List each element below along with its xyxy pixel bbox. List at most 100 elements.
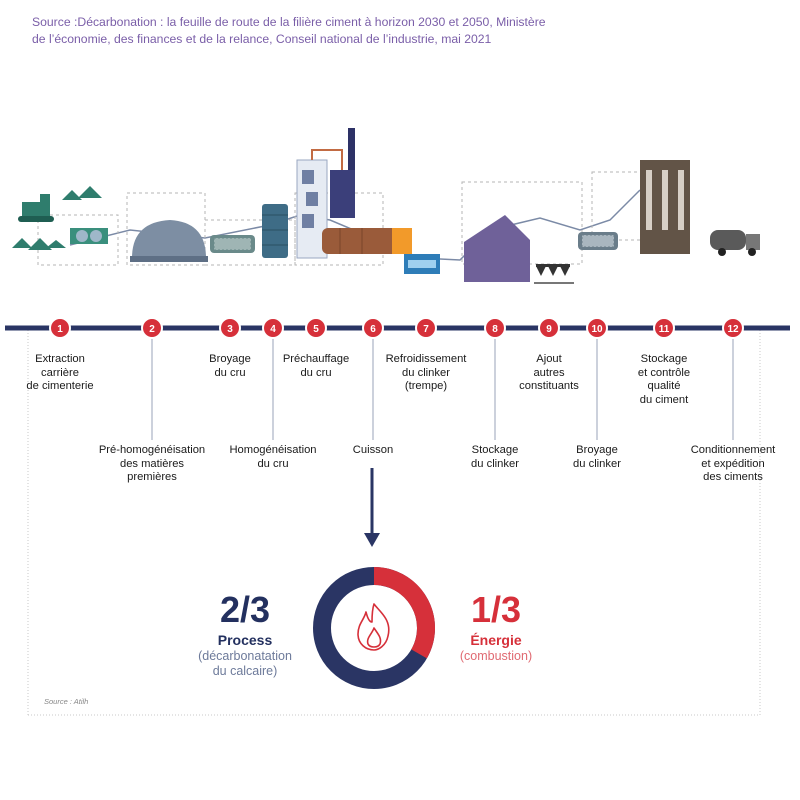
additives-hoppers-icon	[534, 264, 574, 284]
step-number-10: 10	[591, 324, 603, 335]
down-arrow-icon	[364, 468, 380, 547]
step-label-11: Stockage et contrôle qualité du ciment	[589, 353, 739, 407]
step-number-12: 12	[727, 324, 739, 335]
step-label-8: Stockage du clinker	[420, 444, 570, 471]
step-label-line: Cuisson	[352, 444, 394, 456]
step-marker-10: 10	[586, 317, 608, 339]
step-connectors	[151, 338, 734, 440]
step-marker-3: 3	[219, 317, 241, 339]
step-label-7: Refroidissement du clinker (trempe)	[351, 353, 501, 394]
step-circle-5	[305, 317, 327, 339]
process-detail-2: du calcaire)	[212, 664, 278, 678]
step-label-line: constituants	[519, 380, 579, 392]
energy-share: 1/3 Énergie (combustion)	[444, 592, 548, 664]
step-circle-6	[362, 317, 384, 339]
step-label-line: Extraction	[35, 353, 85, 365]
step-marker-8: 8	[484, 317, 506, 339]
step-marker-9: 9	[538, 317, 560, 339]
step-label-line: autres	[533, 366, 565, 379]
prehomogenisation-dome-icon	[130, 220, 208, 262]
step-label-line: premières	[127, 471, 177, 483]
step-circle-10	[586, 317, 608, 339]
step-circle-4	[262, 317, 284, 339]
step-number-6: 6	[370, 324, 376, 335]
cement-mill-icon	[578, 232, 618, 250]
cement-truck-icon	[710, 230, 760, 256]
rotary-kiln-icon	[322, 228, 412, 254]
step-markers: 1 2 3 4 5 6 7 8 9 10 11 12	[49, 317, 744, 339]
step-label-line: Stockage	[471, 444, 519, 456]
step-circle-12	[722, 317, 744, 339]
process-name: Process	[217, 632, 273, 648]
timeline: 1 2 3 4 5 6 7 8 9 10 11 12	[5, 317, 790, 716]
step-number-8: 8	[492, 324, 498, 335]
step-label-line: et contrôle	[637, 366, 691, 379]
step-label-line: des ciments	[703, 471, 763, 483]
step-marker-2: 2	[141, 317, 163, 339]
step-label-line: et expédition	[701, 457, 765, 470]
step-marker-7: 7	[415, 317, 437, 339]
step-marker-6: 6	[362, 317, 384, 339]
step-label-line: du clinker	[471, 457, 519, 470]
preheater-tower-icon	[296, 128, 355, 259]
step-circle-8	[484, 317, 506, 339]
step-number-3: 3	[227, 324, 233, 335]
step-label-line: du clinker	[402, 366, 450, 379]
step-circle-7	[415, 317, 437, 339]
step-label-6: Cuisson	[298, 444, 448, 458]
timeline-frame	[27, 330, 761, 716]
step-label-line: Conditionnement	[690, 444, 776, 456]
step-label-3: Broyage du cru	[155, 353, 305, 380]
step-label-line: du clinker	[573, 457, 621, 470]
step-number-2: 2	[149, 324, 155, 335]
step-label-5: Préchauffage du cru	[241, 353, 391, 380]
step-label-12: Conditionnement et expédition des ciments	[658, 444, 800, 485]
step-number-5: 5	[313, 324, 319, 335]
step-label-line: de cimenterie	[26, 380, 94, 392]
clinker-storage-icon	[464, 215, 530, 282]
step-label-line: Préchauffage	[282, 353, 350, 365]
source-small: Source : Atilh	[44, 697, 89, 706]
step-label-line: du cru	[257, 457, 289, 470]
step-marker-1: 1	[49, 317, 71, 339]
step-label-line: Homogénéisation	[229, 444, 317, 456]
step-marker-12: 12	[722, 317, 744, 339]
emissions-donut	[313, 567, 435, 689]
step-circle-1	[49, 317, 71, 339]
step-circle-11	[653, 317, 675, 339]
step-circle-9	[538, 317, 560, 339]
step-label-line: Broyage	[209, 353, 251, 365]
process-share: 2/3 Process (décarbonatation du calcaire…	[186, 592, 304, 679]
source-note: Source :Décarbonation : la feuille de ro…	[32, 15, 546, 46]
step-label-line: du cru	[300, 366, 332, 379]
cement-silos-icon	[640, 160, 690, 254]
step-label-10: Broyage du clinker	[522, 444, 672, 471]
step-label-line: Stockage	[640, 353, 688, 365]
process-detail-1: (décarbonatation	[198, 649, 292, 663]
step-circle-3	[219, 317, 241, 339]
step-marker-5: 5	[305, 317, 327, 339]
homogenisation-silo-icon	[262, 204, 288, 258]
step-label-line: Broyage	[576, 444, 618, 456]
process-fraction: 2/3	[219, 589, 271, 630]
step-number-1: 1	[57, 324, 63, 335]
step-label-1: Extraction carrière de cimenterie	[0, 353, 135, 394]
step-circle-2	[141, 317, 163, 339]
step-label-line: (trempe)	[404, 380, 448, 392]
step-label-9: Ajout autres constituants	[474, 353, 624, 394]
step-marker-11: 11	[653, 317, 675, 339]
raw-mill-icon	[210, 235, 255, 253]
energy-arc	[373, 567, 435, 659]
clinker-cooler-icon	[404, 254, 440, 274]
step-label-line: des matières	[119, 457, 185, 470]
process-illustration	[12, 128, 760, 284]
step-label-line: carrière	[41, 366, 79, 379]
step-label-2: Pré-homogénéisation des matières premières	[77, 444, 227, 485]
step-label-line: qualité	[647, 380, 681, 392]
step-label-line: du ciment	[639, 393, 689, 406]
energy-detail: (combustion)	[459, 649, 533, 663]
energy-name: Énergie	[470, 632, 522, 648]
step-number-11: 11	[659, 324, 670, 335]
flame-icon	[357, 603, 390, 651]
step-marker-4: 4	[262, 317, 284, 339]
